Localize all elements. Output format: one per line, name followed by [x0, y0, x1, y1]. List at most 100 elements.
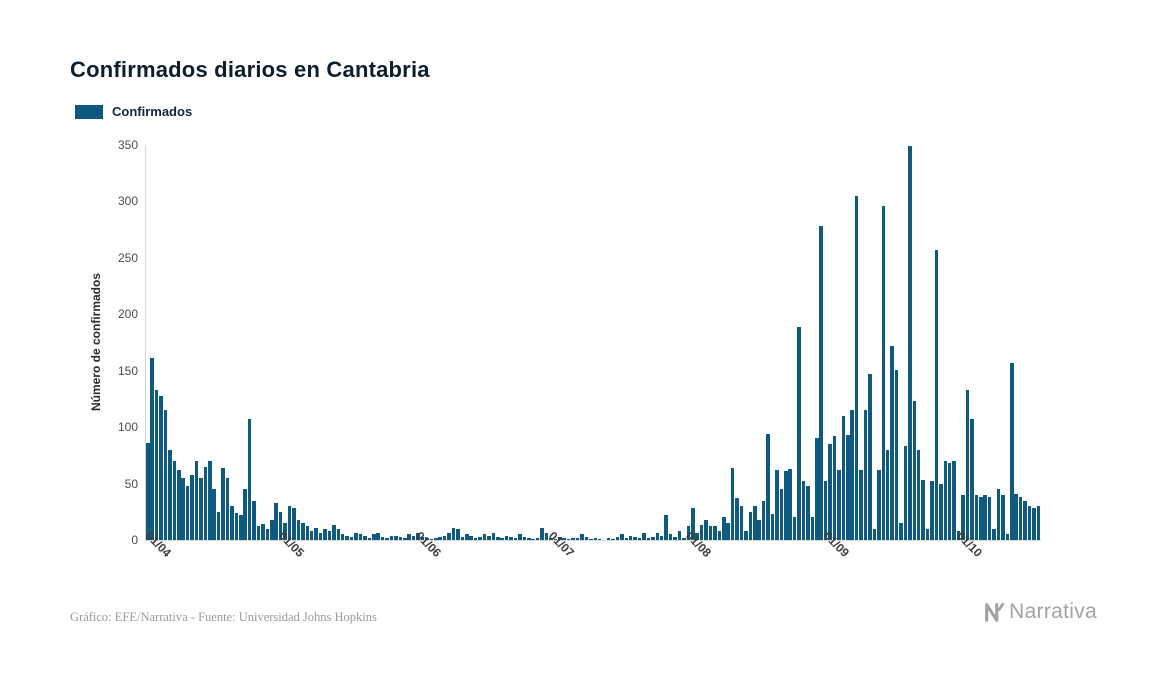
bar[interactable] [504, 535, 509, 540]
bar[interactable] [230, 506, 234, 540]
bar[interactable] [784, 471, 788, 540]
bar[interactable] [340, 534, 345, 540]
bar[interactable] [877, 470, 881, 540]
bar[interactable] [309, 530, 314, 540]
bar[interactable] [336, 528, 341, 540]
bar[interactable] [748, 511, 753, 540]
bar[interactable] [518, 534, 522, 540]
bar[interactable] [885, 449, 890, 540]
bar[interactable] [664, 515, 668, 540]
bar[interactable] [190, 474, 194, 540]
bar[interactable] [921, 480, 925, 540]
bar[interactable] [243, 489, 247, 540]
bar[interactable] [868, 374, 872, 540]
bar[interactable] [850, 410, 854, 540]
bar[interactable] [540, 527, 544, 540]
bar[interactable] [908, 146, 912, 540]
bar[interactable] [952, 461, 956, 540]
bar[interactable] [837, 470, 841, 540]
bar[interactable] [354, 533, 358, 540]
bar[interactable] [367, 537, 372, 540]
bar[interactable] [380, 536, 385, 540]
bar[interactable] [256, 526, 261, 540]
bar[interactable] [912, 401, 917, 540]
bar[interactable] [163, 410, 168, 540]
bar[interactable] [859, 470, 863, 540]
bar[interactable] [496, 536, 500, 540]
bar[interactable] [637, 537, 642, 540]
bar[interactable] [487, 535, 491, 540]
bar[interactable] [407, 534, 411, 540]
bar[interactable] [199, 477, 203, 540]
bar[interactable] [673, 536, 677, 540]
bar[interactable] [575, 537, 580, 540]
bar[interactable] [1001, 494, 1005, 540]
bar[interactable] [584, 536, 589, 540]
bar[interactable] [150, 358, 154, 540]
bar[interactable] [974, 494, 979, 540]
bar[interactable] [686, 526, 691, 540]
bar[interactable] [682, 537, 686, 540]
bar[interactable] [770, 514, 775, 540]
bar[interactable] [146, 442, 150, 540]
bar[interactable] [332, 525, 336, 540]
bar[interactable] [757, 519, 761, 540]
bar[interactable] [620, 534, 624, 540]
bar[interactable] [655, 533, 660, 540]
bar[interactable] [416, 533, 420, 540]
bar[interactable] [943, 461, 948, 540]
bar[interactable] [983, 494, 987, 540]
bar[interactable] [872, 528, 877, 540]
bar[interactable] [1036, 506, 1041, 540]
bar[interactable] [154, 389, 159, 540]
bar[interactable] [819, 226, 823, 540]
bar[interactable] [460, 536, 465, 540]
bar[interactable] [779, 489, 784, 540]
bar[interactable] [881, 205, 886, 540]
bar[interactable] [668, 534, 673, 540]
bar[interactable] [221, 467, 225, 540]
bar[interactable] [744, 530, 748, 540]
bar[interactable] [301, 523, 305, 540]
bar[interactable] [553, 538, 558, 540]
bar[interactable] [606, 537, 611, 540]
bar[interactable] [394, 535, 398, 540]
bar[interactable] [1032, 508, 1036, 540]
bar[interactable] [185, 485, 190, 540]
bar[interactable] [389, 535, 394, 540]
bar[interactable] [181, 477, 185, 540]
bar[interactable] [810, 517, 815, 540]
bar[interactable] [704, 519, 708, 540]
bar[interactable] [934, 249, 939, 540]
bar[interactable] [168, 449, 172, 540]
bar[interactable] [642, 533, 646, 540]
bar[interactable] [296, 519, 301, 540]
bar[interactable] [726, 523, 730, 540]
bar[interactable] [730, 467, 735, 540]
bar[interactable] [841, 415, 846, 540]
bar[interactable] [314, 527, 318, 540]
bar[interactable] [159, 395, 163, 540]
bar[interactable] [225, 477, 230, 540]
bar[interactable] [491, 533, 496, 540]
bar[interactable] [987, 497, 992, 540]
bar[interactable] [571, 537, 575, 540]
bar[interactable] [562, 537, 567, 540]
bar[interactable] [247, 419, 252, 540]
bar[interactable] [270, 519, 274, 540]
bar[interactable] [628, 535, 633, 540]
bar[interactable] [925, 528, 930, 540]
bar[interactable] [469, 535, 473, 540]
bar[interactable] [278, 511, 283, 540]
bar[interactable] [1023, 500, 1027, 540]
bar[interactable] [349, 536, 354, 540]
bar[interactable] [261, 524, 265, 540]
bar[interactable] [695, 533, 699, 540]
bar[interactable] [947, 463, 952, 540]
bar[interactable] [1018, 497, 1023, 540]
bar[interactable] [527, 537, 531, 540]
bar[interactable] [589, 538, 593, 540]
bar[interactable] [447, 533, 451, 540]
bar[interactable] [318, 533, 323, 540]
bar[interactable] [965, 389, 970, 540]
